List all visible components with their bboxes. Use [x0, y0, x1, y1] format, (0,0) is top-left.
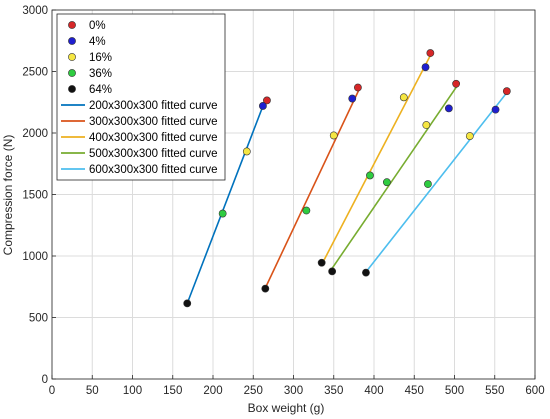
legend-label: 500x300x300 fitted curve — [89, 148, 218, 160]
y-tick-label: 1500 — [22, 190, 48, 202]
x-axis-title: Box weight (g) — [248, 401, 325, 415]
fitted-curve-line — [320, 55, 432, 265]
x-tick-label: 450 — [405, 385, 424, 397]
data-point — [491, 105, 500, 114]
legend-marker — [68, 53, 76, 61]
legend: 0% 4% 16% 36% 64% 200x300x300 fitted curve 300… — [56, 13, 226, 181]
legend-label: 36% — [89, 68, 112, 80]
data-point — [259, 102, 267, 110]
data-point — [444, 104, 453, 113]
y-tick-label: 2000 — [22, 128, 48, 140]
x-tick-label: 0 — [49, 385, 55, 397]
data-point — [261, 284, 270, 293]
x-tick-label: 100 — [123, 385, 142, 397]
data-point — [328, 267, 337, 276]
legend-marker — [68, 37, 76, 45]
axes-layer: 0 50 100 150 200 250 300 350 400 450 500 550 600 0 500… — [22, 5, 544, 397]
y-tick-label: 500 — [29, 313, 48, 325]
data-point — [353, 83, 362, 92]
data-point — [362, 268, 370, 277]
data-point — [502, 87, 511, 96]
data-point — [183, 299, 192, 308]
data-point — [399, 93, 408, 102]
x-tick-label: 200 — [203, 385, 222, 397]
data-point — [382, 178, 391, 187]
x-tick-label: 300 — [284, 385, 303, 397]
fitted-curve-line — [365, 90, 510, 273]
data-point — [465, 132, 474, 140]
x-tick-label: 400 — [364, 385, 383, 397]
legend-label: 400x300x300 fitted curve — [89, 132, 218, 144]
data-point — [317, 258, 326, 267]
x-tick-label: 600 — [525, 385, 544, 397]
legend-label: 0% — [89, 20, 106, 32]
x-tick-label: 50 — [86, 385, 99, 397]
y-tick-label: 0 — [42, 374, 48, 386]
legend-label: 4% — [89, 36, 106, 48]
legend-label: 600x300x300 fitted curve — [89, 164, 218, 176]
fitted-curve-line — [186, 99, 267, 304]
y-tick-label: 2500 — [22, 67, 48, 79]
data-point — [218, 209, 227, 218]
x-tick-label: 250 — [244, 385, 263, 397]
fitted-curve-line — [264, 86, 362, 289]
legend-marker — [68, 21, 76, 29]
y-tick-label: 3000 — [22, 5, 48, 17]
data-point — [348, 94, 357, 103]
y-tick-label: 1000 — [22, 251, 48, 263]
data-point — [422, 121, 431, 129]
data-point — [242, 147, 251, 156]
data-point — [452, 79, 461, 88]
x-tick-label: 500 — [445, 385, 464, 397]
data-point — [426, 49, 435, 57]
legend-marker — [68, 69, 76, 77]
legend-label: 64% — [89, 84, 112, 96]
legend-label: 16% — [89, 52, 112, 64]
x-tick-label: 150 — [163, 385, 182, 397]
legend-label: 200x300x300 fitted curve — [89, 100, 218, 112]
data-point — [421, 63, 430, 72]
data-point — [302, 206, 311, 215]
x-tick-label: 350 — [324, 385, 343, 397]
data-point — [329, 131, 338, 140]
x-tick-label: 550 — [485, 385, 504, 397]
legend-marker — [68, 85, 76, 93]
data-point — [424, 180, 432, 188]
legend-label: 300x300x300 fitted curve — [89, 116, 218, 128]
series-layer — [183, 49, 511, 308]
data-point — [263, 96, 271, 105]
data-point — [366, 171, 374, 180]
y-axis-title: Compression force (N) — [1, 135, 15, 256]
fitted-curve-line — [331, 84, 459, 269]
